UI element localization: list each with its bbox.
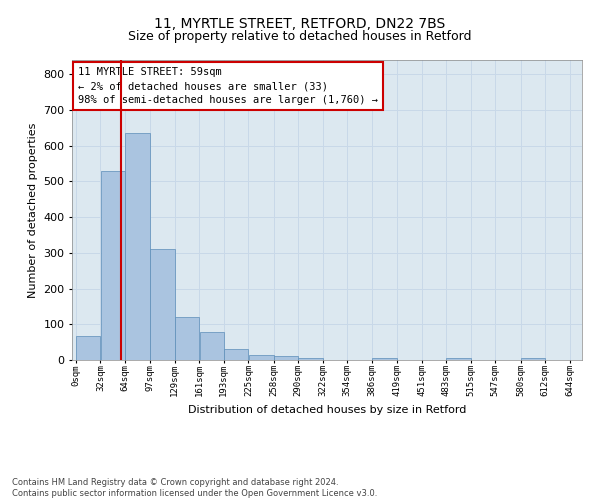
Bar [372,358,397,360]
Bar [274,356,298,360]
Text: 11, MYRTLE STREET, RETFORD, DN22 7BS: 11, MYRTLE STREET, RETFORD, DN22 7BS [154,18,446,32]
Bar [224,350,248,360]
Bar [151,248,175,360]
Y-axis label: Number of detached properties: Number of detached properties [28,122,38,298]
Text: Size of property relative to detached houses in Retford: Size of property relative to detached ho… [128,30,472,43]
Bar [76,336,100,360]
Bar [521,358,545,360]
Bar [298,358,323,360]
Text: 11 MYRTLE STREET: 59sqm
← 2% of detached houses are smaller (33)
98% of semi-det: 11 MYRTLE STREET: 59sqm ← 2% of detached… [78,67,378,105]
Bar [446,358,470,360]
X-axis label: Distribution of detached houses by size in Retford: Distribution of detached houses by size … [188,405,466,414]
Bar [125,133,150,360]
Bar [248,354,274,360]
Bar [175,317,199,360]
Text: Contains HM Land Registry data © Crown copyright and database right 2024.
Contai: Contains HM Land Registry data © Crown c… [12,478,377,498]
Bar [101,170,125,360]
Bar [199,332,224,360]
